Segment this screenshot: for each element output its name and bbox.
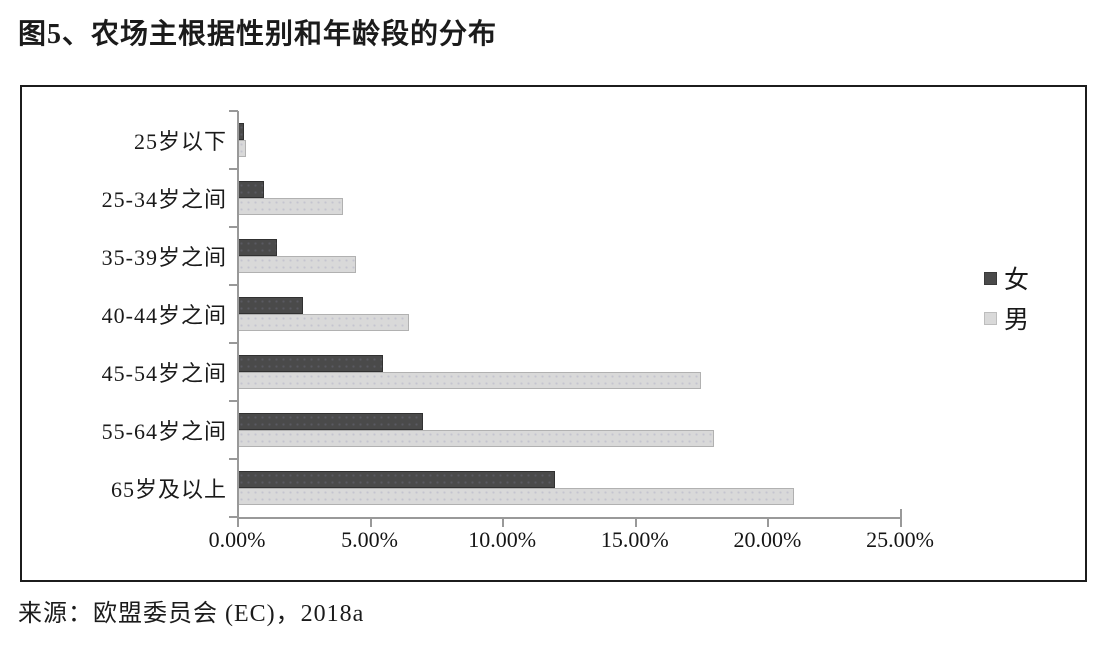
- legend-label: 男: [1004, 307, 1030, 334]
- y-axis-tick: [229, 168, 238, 170]
- y-axis-tick: [229, 226, 238, 228]
- y-axis-line: [237, 111, 239, 517]
- category-label: 45-54岁之间: [101, 361, 227, 386]
- legend-swatch-icon: [984, 271, 997, 285]
- legend-item-女: 女: [984, 265, 1029, 294]
- x-axis-tick-label: 0.00%: [208, 527, 266, 552]
- x-axis-tick-label: 15.00%: [600, 527, 669, 552]
- x-axis-end-tick: [900, 509, 902, 517]
- category-label: 35-39岁之间: [101, 245, 227, 270]
- bar-女-45-54岁之间: [237, 355, 383, 372]
- x-axis-line: [237, 517, 902, 519]
- legend-label: 女: [1004, 267, 1030, 294]
- bar-女-25-34岁之间: [237, 181, 264, 198]
- x-axis-tick-label: 10.00%: [468, 527, 537, 552]
- bar-chart-plot-area: 25岁以下 25-34岁之间 35-39岁之间 40-44岁之间 45-54岁之间 55-…: [22, 87, 1085, 580]
- y-axis-tick: [229, 516, 238, 518]
- bar-男-65岁及以上: [237, 488, 794, 505]
- bar-女-65岁及以上: [237, 471, 556, 488]
- x-axis-tick: [634, 519, 637, 527]
- y-axis-tick: [229, 400, 238, 402]
- bar-男-55-64岁之间: [237, 430, 715, 447]
- y-axis-tick: [229, 458, 238, 460]
- figure-title: 图5、农场主根据性别和年龄段的分布: [18, 19, 498, 50]
- x-axis-tick: [767, 519, 770, 527]
- y-axis-tick: [229, 342, 238, 344]
- bar-男-40-44岁之间: [237, 314, 410, 331]
- legend-item-男: 男: [984, 305, 1029, 334]
- chart-legend: 女男: [984, 265, 1029, 345]
- category-label: 65岁及以上: [110, 477, 227, 502]
- category-label: 40-44岁之间: [101, 303, 227, 328]
- x-axis-tick-label: 20.00%: [733, 527, 802, 552]
- legend-swatch-icon: [984, 311, 997, 325]
- bar-男-25-34岁之间: [237, 198, 344, 215]
- category-label: 25岁以下: [133, 129, 227, 154]
- bar-男-45-54岁之间: [237, 372, 702, 389]
- y-axis-tick: [229, 284, 238, 286]
- category-label: 25-34岁之间: [101, 187, 227, 212]
- source-note: 来源：欧盟委员会 (EC)，2018a: [18, 601, 365, 627]
- x-axis-tick: [900, 519, 902, 527]
- x-axis-tick-label: 5.00%: [341, 527, 398, 552]
- category-label: 55-64岁之间: [101, 419, 227, 444]
- x-axis-tick-label: 25.00%: [866, 527, 934, 552]
- x-axis-tick: [237, 519, 239, 527]
- x-axis-tick: [369, 519, 372, 527]
- bar-女-40-44岁之间: [237, 297, 304, 314]
- bar-女-55-64岁之间: [237, 413, 423, 430]
- chart-frame: 25岁以下 25-34岁之间 35-39岁之间 40-44岁之间 45-54岁之间 55-…: [20, 85, 1087, 582]
- y-axis-tick: [229, 110, 238, 112]
- bar-男-35-39岁之间: [237, 256, 357, 273]
- x-axis-tick: [502, 519, 505, 527]
- bar-女-35-39岁之间: [237, 239, 277, 256]
